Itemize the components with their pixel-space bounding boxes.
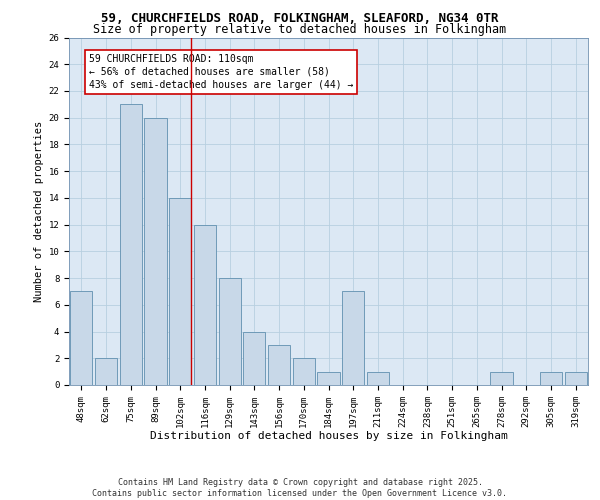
Bar bbox=[218, 278, 241, 385]
Text: Size of property relative to detached houses in Folkingham: Size of property relative to detached ho… bbox=[94, 22, 506, 36]
Bar bbox=[342, 292, 364, 385]
Bar bbox=[317, 372, 340, 385]
Text: 59, CHURCHFIELDS ROAD, FOLKINGHAM, SLEAFORD, NG34 0TR: 59, CHURCHFIELDS ROAD, FOLKINGHAM, SLEAF… bbox=[101, 12, 499, 26]
Bar bbox=[243, 332, 265, 385]
Bar bbox=[565, 372, 587, 385]
Bar bbox=[293, 358, 315, 385]
Text: Contains HM Land Registry data © Crown copyright and database right 2025.
Contai: Contains HM Land Registry data © Crown c… bbox=[92, 478, 508, 498]
Bar bbox=[169, 198, 191, 385]
Y-axis label: Number of detached properties: Number of detached properties bbox=[34, 120, 44, 302]
Bar bbox=[145, 118, 167, 385]
Bar bbox=[70, 292, 92, 385]
Bar bbox=[119, 104, 142, 385]
Bar bbox=[540, 372, 562, 385]
X-axis label: Distribution of detached houses by size in Folkingham: Distribution of detached houses by size … bbox=[149, 431, 508, 441]
Bar bbox=[95, 358, 117, 385]
Bar bbox=[490, 372, 512, 385]
Text: 59 CHURCHFIELDS ROAD: 110sqm
← 56% of detached houses are smaller (58)
43% of se: 59 CHURCHFIELDS ROAD: 110sqm ← 56% of de… bbox=[89, 54, 353, 90]
Bar bbox=[194, 224, 216, 385]
Bar bbox=[367, 372, 389, 385]
Bar bbox=[268, 345, 290, 385]
